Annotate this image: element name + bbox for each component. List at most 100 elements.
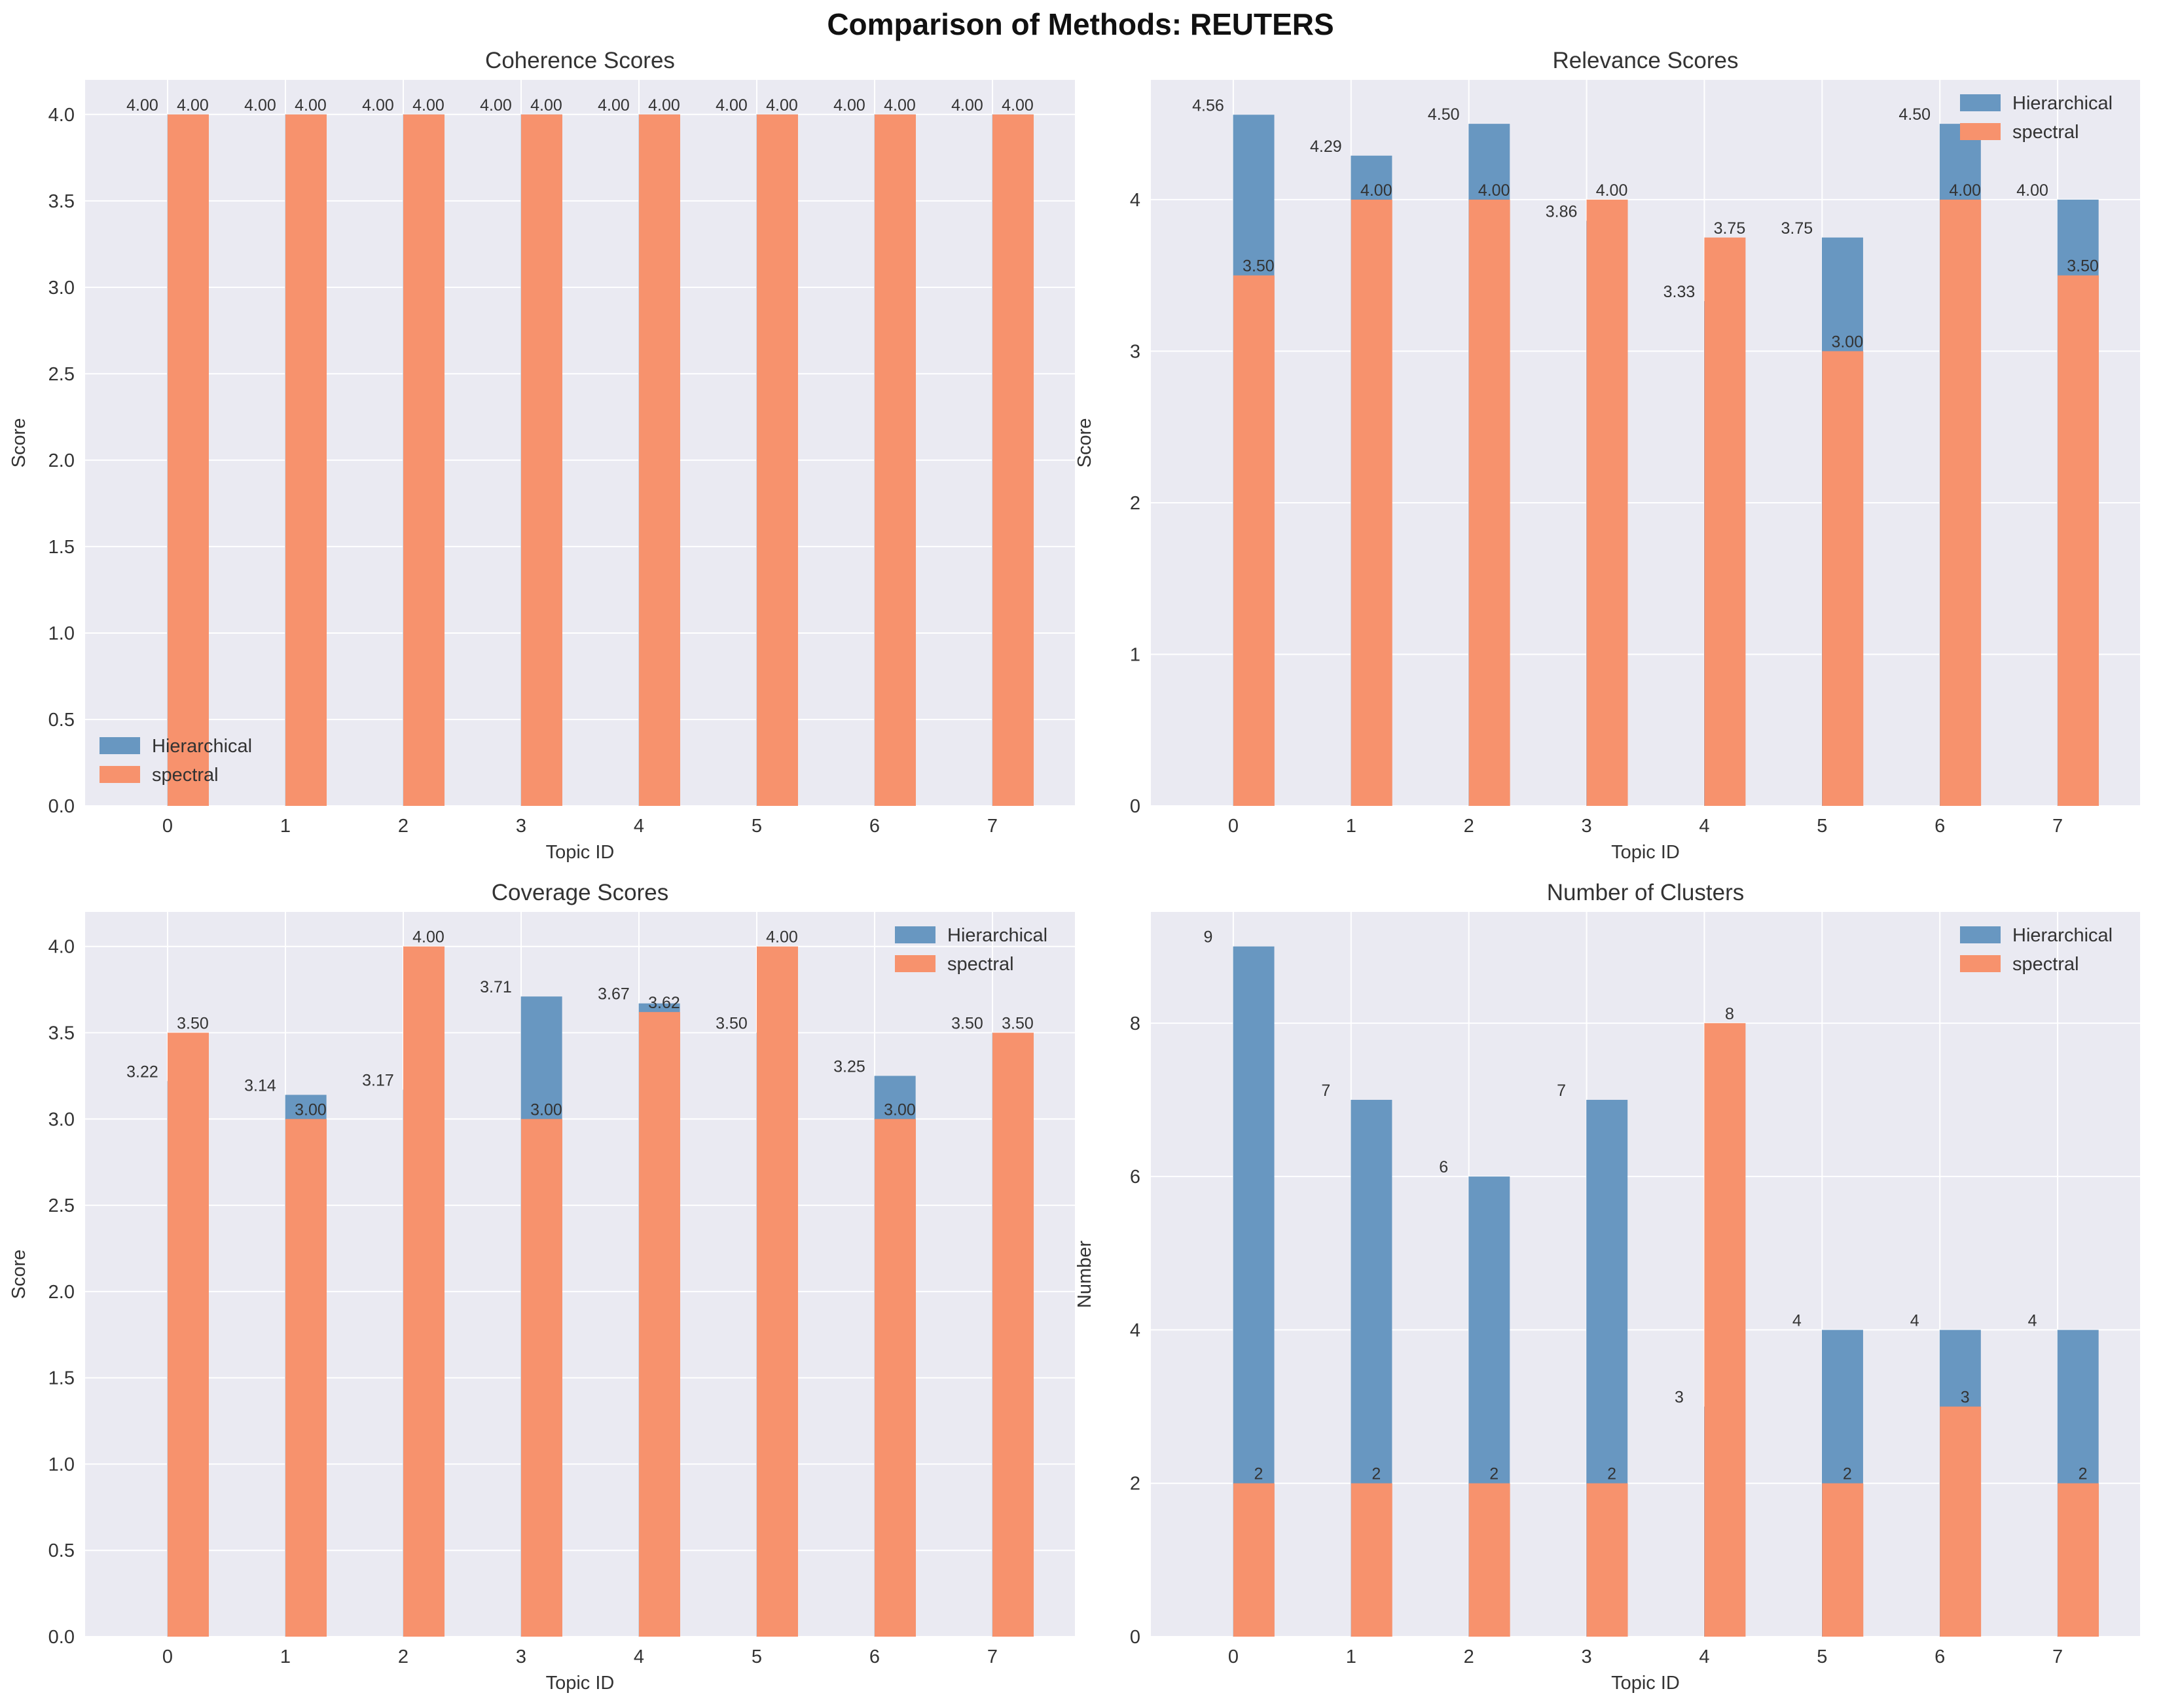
bar-spectral-1 xyxy=(285,114,327,806)
x-tick-label: 0 xyxy=(162,1646,173,1667)
bar-spectral-7 xyxy=(992,114,1034,806)
y-tick-label: 0.0 xyxy=(48,1627,75,1648)
y-tick-label: 0.0 xyxy=(48,796,75,817)
x-tick-label: 0 xyxy=(1228,816,1239,837)
y-tick-label: 4 xyxy=(1130,190,1140,211)
y-tick-label: 8 xyxy=(1130,1013,1140,1034)
y-tick-label: 2.0 xyxy=(48,1282,75,1303)
x-tick-label: 2 xyxy=(1464,816,1474,837)
data-label: 4.29 xyxy=(1310,137,1342,156)
y-tick-label: 3.0 xyxy=(48,278,75,299)
x-tick-label: 7 xyxy=(987,816,998,837)
legend: Hierarchical spectral xyxy=(1960,925,2113,975)
bar-spectral-4 xyxy=(1704,1023,1746,1637)
x-tick-label: 4 xyxy=(1699,1646,1709,1667)
bar-spectral-7 xyxy=(992,1032,1034,1637)
legend-swatch-spectral xyxy=(895,955,935,972)
x-tick-label: 7 xyxy=(2052,816,2063,837)
data-label: 4.00 xyxy=(2016,181,2048,200)
x-tick-label: 6 xyxy=(1934,1646,1945,1667)
x-tick-label: 3 xyxy=(516,1646,526,1667)
data-label: 3.50 xyxy=(1243,257,1275,276)
plot-area xyxy=(85,80,1075,806)
data-label: 3.17 xyxy=(362,1071,394,1089)
y-tick-label: 6 xyxy=(1130,1167,1140,1188)
plot-area xyxy=(1151,912,2140,1637)
y-tick-label: 1.0 xyxy=(48,1454,75,1475)
data-label: 3.00 xyxy=(1831,333,1863,351)
data-label: 6 xyxy=(1439,1158,1448,1176)
data-label: 4.00 xyxy=(1949,181,1981,200)
bar-spectral-6 xyxy=(875,114,916,806)
legend: Hierarchical spectral xyxy=(895,925,1047,975)
x-tick-label: 7 xyxy=(987,1646,998,1667)
x-axis-label: Topic ID xyxy=(546,1673,615,1694)
bar-spectral-5 xyxy=(757,114,798,806)
data-label: 4.50 xyxy=(1428,105,1460,124)
plot-area xyxy=(85,912,1075,1637)
data-label: 4.00 xyxy=(530,96,562,115)
legend-swatch-spectral xyxy=(1960,123,2001,140)
y-tick-label: 3.5 xyxy=(48,191,75,212)
data-label: 3.00 xyxy=(530,1100,562,1119)
y-tick-label: 0 xyxy=(1130,796,1140,817)
data-label: 4.00 xyxy=(1360,181,1392,200)
y-axis-label: Number xyxy=(1074,1241,1095,1308)
bar-spectral-2 xyxy=(403,114,445,806)
y-tick-label: 2.5 xyxy=(48,364,75,385)
x-tick-label: 3 xyxy=(516,816,526,837)
y-axis-label: Score xyxy=(9,1250,29,1299)
y-tick-label: 2.0 xyxy=(48,450,75,471)
legend-label: Hierarchical xyxy=(2012,93,2113,114)
x-tick-label: 2 xyxy=(398,816,409,837)
data-label: 3.86 xyxy=(1546,202,1578,221)
legend-swatch-hierarchical xyxy=(1960,926,2001,943)
data-label: 3 xyxy=(1961,1389,1970,1407)
x-tick-label: 1 xyxy=(1346,1646,1356,1667)
data-label: 2 xyxy=(1254,1465,1263,1483)
data-label: 7 xyxy=(1557,1081,1566,1100)
x-tick-label: 4 xyxy=(634,816,644,837)
data-label: 2 xyxy=(1371,1465,1381,1483)
data-label: 4.00 xyxy=(951,96,983,115)
data-label: 3.50 xyxy=(1002,1015,1034,1033)
data-label: 3.71 xyxy=(480,978,512,996)
x-tick-label: 7 xyxy=(2052,1646,2063,1667)
bar-spectral-7 xyxy=(2058,1483,2099,1637)
legend-label: Hierarchical xyxy=(152,736,252,757)
chart-panel-0: 0.00.51.01.52.02.53.03.54.00 1 2 3 4 5 6 74.00 4… xyxy=(9,48,1075,863)
y-tick-label: 2 xyxy=(1130,493,1140,514)
data-label: 3.50 xyxy=(177,1015,209,1033)
legend-label: Hierarchical xyxy=(2012,925,2113,946)
y-axis-label: Score xyxy=(9,418,29,468)
y-tick-label: 3 xyxy=(1130,341,1140,362)
data-label: 2 xyxy=(1489,1465,1498,1483)
bar-spectral-1 xyxy=(285,1119,327,1637)
y-tick-label: 4 xyxy=(1130,1320,1140,1341)
chart-title: Coverage Scores xyxy=(492,880,668,905)
legend-swatch-spectral xyxy=(1960,955,2001,972)
data-label: 3.14 xyxy=(244,1076,276,1095)
legend-label: Hierarchical xyxy=(947,925,1047,946)
y-tick-label: 1.5 xyxy=(48,1368,75,1389)
bar-spectral-6 xyxy=(875,1119,916,1637)
data-label: 4.00 xyxy=(766,928,798,947)
x-tick-label: 2 xyxy=(398,1646,409,1667)
data-label: 3.62 xyxy=(648,994,680,1012)
x-tick-label: 5 xyxy=(752,1646,762,1667)
data-label: 3.50 xyxy=(716,1015,748,1033)
y-tick-label: 3.5 xyxy=(48,1023,75,1044)
data-label: 4.00 xyxy=(480,96,512,115)
chart-panel-3: 0 2 4 6 8 0 1 2 3 4 5 6 7 9 7 6 7 3 4 4 4 2 2 2 2 8 2 3 2 Number of C… xyxy=(1074,880,2140,1694)
bar-spectral-4 xyxy=(639,1011,680,1637)
data-label: 4.00 xyxy=(362,96,394,115)
data-label: 3.50 xyxy=(951,1015,983,1033)
y-tick-label: 2 xyxy=(1130,1474,1140,1495)
x-tick-label: 0 xyxy=(1228,1646,1239,1667)
bar-spectral-7 xyxy=(2058,275,2099,806)
bar-spectral-3 xyxy=(1586,1483,1628,1637)
legend-label: spectral xyxy=(2012,954,2079,975)
data-label: 3 xyxy=(1675,1389,1684,1407)
data-label: 3.00 xyxy=(884,1100,916,1119)
data-label: 4 xyxy=(1910,1311,1919,1330)
